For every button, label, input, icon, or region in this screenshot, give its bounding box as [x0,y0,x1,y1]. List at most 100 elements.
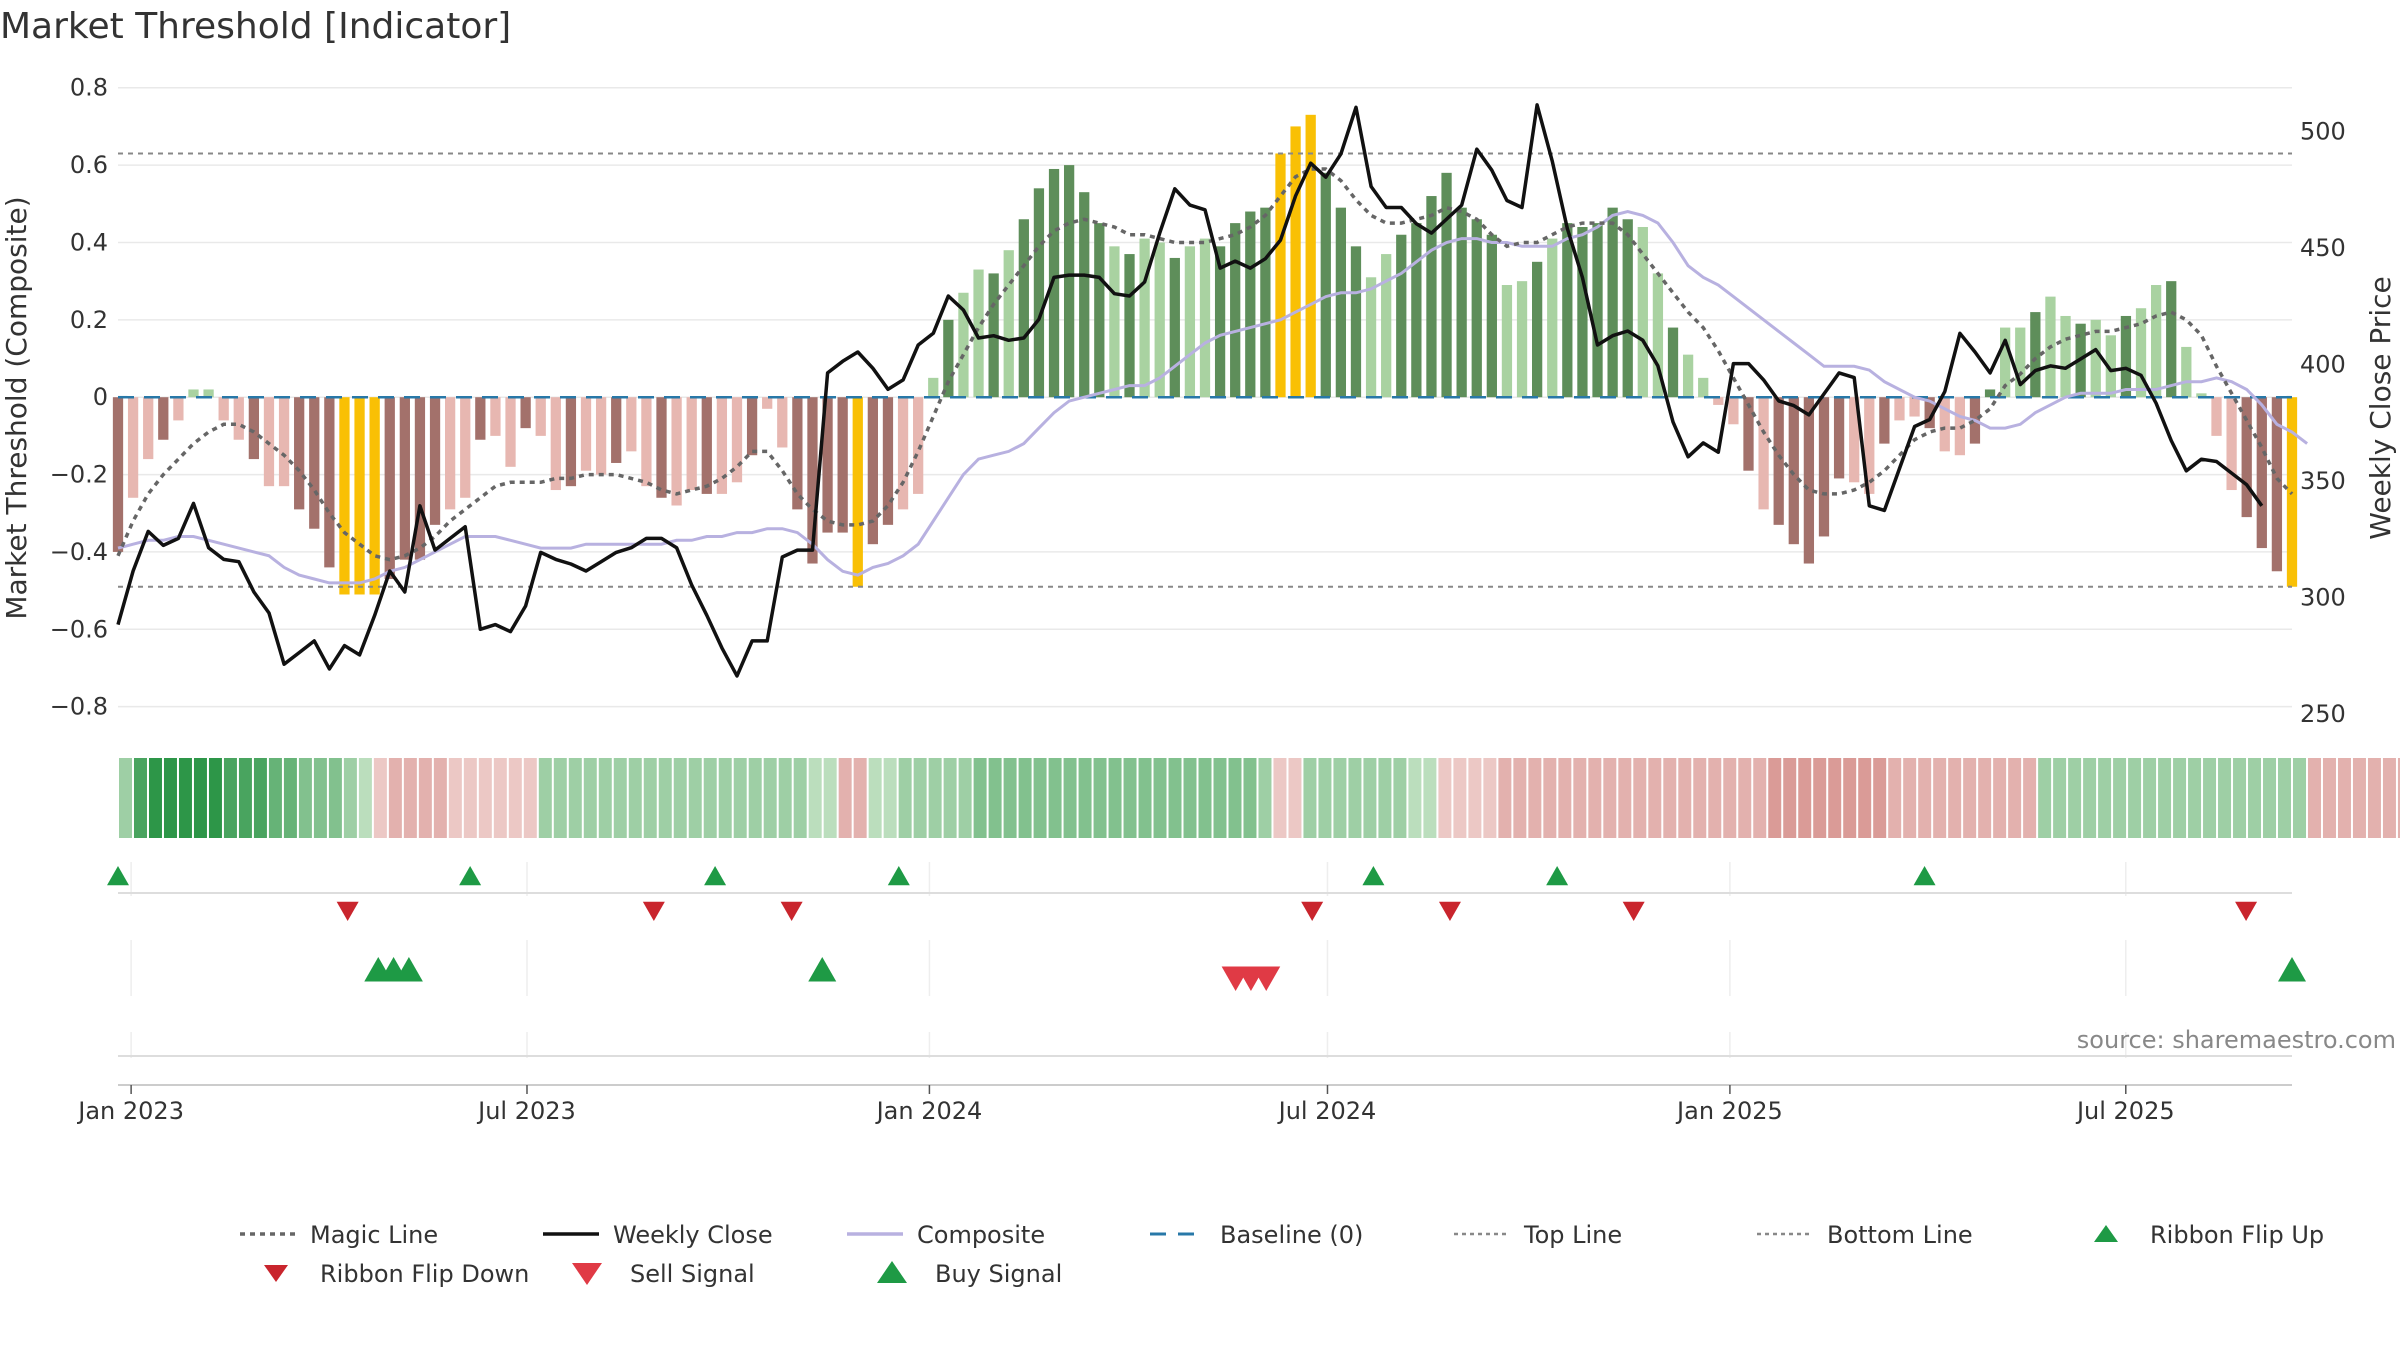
composite-bar [369,397,380,595]
source-label: source: sharemaestro.com [2077,1026,2396,1054]
ribbon-cell [253,758,267,838]
composite-bar [218,397,229,421]
buy-signal-marker [808,957,837,982]
composite-bar [852,397,863,587]
ribbon-cell [1513,758,1527,838]
ribbon-cell [2173,758,2187,838]
legend-label: Sell Signal [630,1260,755,1288]
ribbon-cell [793,758,807,838]
ribbon-cell [583,758,597,838]
ribbon-cell [1468,758,1482,838]
composite-bar [1456,207,1467,398]
ribbon-flip-down-marker [780,901,803,921]
composite-bar [641,397,652,487]
x-tick-label: Jan 2025 [1675,1097,1783,1125]
ribbon-cell [1528,758,1542,838]
composite-bar [233,397,244,440]
ribbon-cell [358,758,372,838]
ribbon-cell [1933,758,1947,838]
ribbon-cell [1558,758,1572,838]
legend-item: Composite [847,1221,1045,1249]
composite-bar [1516,281,1528,398]
legend-item: Sell Signal [572,1260,755,1288]
ribbon-cell [2128,758,2142,838]
y-axis-right-title: Weekly Close Price [2364,276,2397,539]
composite-bar [928,377,939,398]
ribbon-cell [433,758,447,838]
ribbon-cell [1363,758,1377,838]
ribbon-cell [313,758,327,838]
ribbon-cell [1333,758,1347,838]
ribbon-cell [643,758,657,838]
ribbon-cell [973,758,987,838]
composite-bar [1562,223,1573,398]
legend-item: Top Line [1454,1221,1622,1249]
composite-bar [1833,397,1845,479]
composite-bar [2196,393,2207,398]
composite-bar [1924,397,1935,429]
composite-bar [248,397,260,460]
composite-bar [1788,397,1799,545]
composite-bar [1230,223,1241,398]
ribbon-cell [1678,758,1692,838]
legend-label: Ribbon Flip Up [2150,1221,2324,1249]
ribbon-cell [958,758,972,838]
ribbon-cell [1963,758,1977,838]
composite-bar [2150,285,2162,398]
ribbon-flip-down-marker [336,901,359,921]
composite-bar [2000,327,2011,398]
ribbon-cell [1138,758,1152,838]
ribbon-cell [268,758,282,838]
ribbon-cell [193,758,207,838]
ribbon-cell [1078,758,1092,838]
buy-signal-marker [2278,957,2306,982]
ribbon-cell [808,758,822,838]
composite-bar [2090,319,2101,398]
composite-bar [1743,397,1754,471]
ribbon-cell [1423,758,1437,838]
ribbon-cell [1918,758,1932,838]
ribbon-cell [1603,758,1617,838]
ribbon-cell [418,758,432,838]
ribbon-cell [1213,758,1227,838]
y-tick-left-label: 0.4 [70,228,108,256]
composite-bar [1305,114,1316,398]
ribbon-flip-down-marker [1301,901,1324,921]
ribbon-cell [1798,758,1812,838]
composite-bar [2256,397,2267,549]
ribbon-cell [1303,758,1317,838]
ribbon-cell [448,758,462,838]
composite-bar [611,397,622,463]
ribbon-cell [2143,758,2157,838]
ribbon-cell [2337,758,2351,838]
ribbon-cell [1633,758,1647,838]
legend-item: Bottom Line [1757,1221,1973,1249]
composite-bar [837,397,848,533]
composite-bar [1260,207,1271,398]
ribbon-cell [1783,758,1797,838]
composite-bar [414,397,426,560]
y-tick-right-label: 400 [2300,351,2346,379]
composite-bar [913,397,924,494]
ribbon-cell [688,758,702,838]
ribbon-cell [2098,758,2112,838]
ribbon-cell [2352,758,2366,838]
composite-bar [550,397,561,491]
ribbon-cell [2083,758,2097,838]
ribbon-cell [1543,758,1557,838]
composite-bar [1713,397,1724,405]
ribbon-cell [1408,758,1422,838]
ribbon-cell [1948,758,1962,838]
legend-label: Baseline (0) [1220,1221,1363,1249]
ribbon-cell [223,758,237,838]
composite-bar [2271,397,2283,572]
composite-bar [1532,261,1543,398]
composite-bar [505,397,516,467]
ribbon-cell [478,758,492,838]
composite-bars [112,114,2298,595]
composite-bar [1033,188,1045,398]
composite-line [117,209,2309,585]
ribbon-strip [119,758,2400,838]
